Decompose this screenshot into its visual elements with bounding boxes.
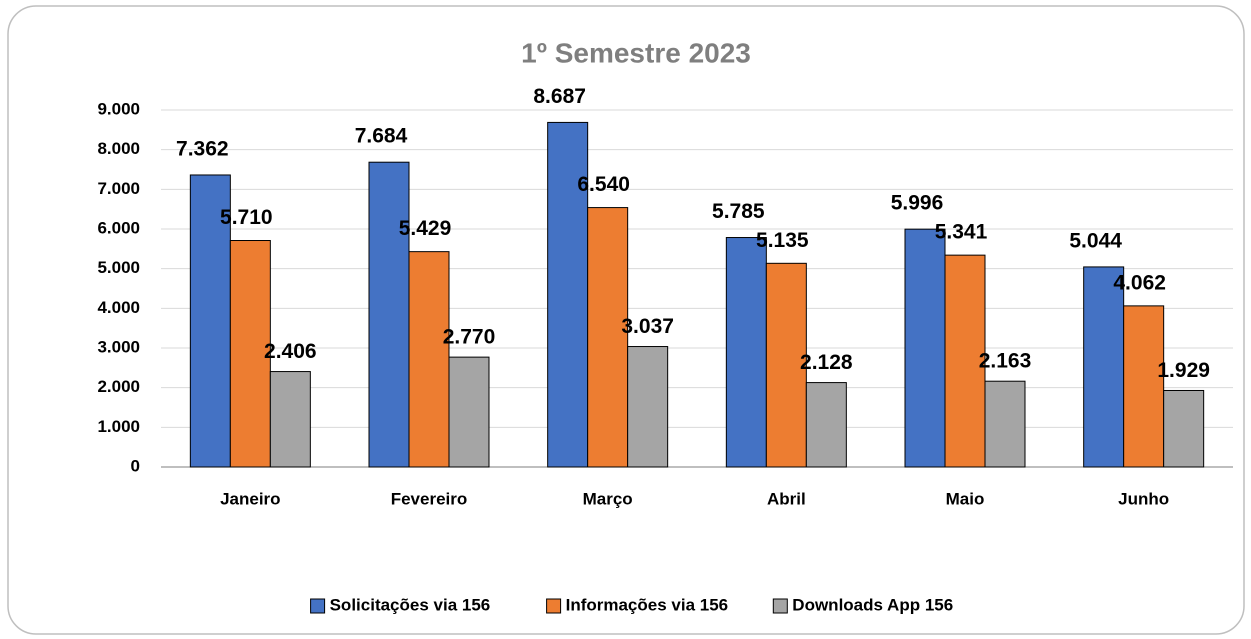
value-label: 4.062 <box>1113 271 1166 294</box>
legend-label: Downloads App 156 <box>792 595 953 614</box>
x-tick-label: Janeiro <box>220 489 280 508</box>
value-label: 1.929 <box>1157 359 1210 382</box>
y-tick-label: 6.000 <box>97 218 140 237</box>
value-label: 2.770 <box>443 326 496 349</box>
value-label: 5.341 <box>935 221 988 244</box>
bar <box>368 161 410 468</box>
y-tick-label: 4.000 <box>97 298 140 317</box>
bar <box>1083 266 1125 468</box>
y-tick-label: 2.000 <box>97 377 140 396</box>
bar <box>448 356 490 468</box>
bar <box>229 240 271 468</box>
y-tick-label: 5.000 <box>97 258 140 277</box>
value-label: 8.687 <box>533 85 586 108</box>
bar <box>944 254 986 468</box>
x-tick-label: Junho <box>1118 489 1169 508</box>
legend-swatch <box>772 598 788 614</box>
value-label: 5.135 <box>756 229 809 252</box>
value-label: 5.429 <box>399 217 452 240</box>
bar <box>627 346 669 468</box>
y-tick-label: 8.000 <box>97 139 140 158</box>
y-tick-label: 7.000 <box>97 179 140 198</box>
value-label: 7.684 <box>355 125 408 148</box>
bar <box>587 207 629 468</box>
value-label: 2.163 <box>979 350 1032 373</box>
legend-label: Solicitações via 156 <box>330 595 491 614</box>
x-tick-label: Abril <box>767 489 806 508</box>
x-tick-label: Maio <box>946 489 985 508</box>
chart-title: 1º Semestre 2023 <box>521 37 751 68</box>
value-label: 3.037 <box>621 315 674 338</box>
value-label: 5.996 <box>891 192 944 215</box>
y-tick-label: 3.000 <box>97 337 140 356</box>
bar <box>189 174 231 468</box>
bar <box>805 382 847 468</box>
value-label: 6.540 <box>577 173 630 196</box>
bar <box>725 237 767 468</box>
bar <box>269 371 311 468</box>
y-tick-label: 0 <box>131 456 140 475</box>
value-label: 5.044 <box>1069 229 1122 252</box>
value-label: 2.128 <box>800 351 853 374</box>
bar <box>1163 389 1205 468</box>
bar <box>408 251 450 468</box>
value-label: 7.362 <box>176 138 229 161</box>
x-tick-label: Março <box>583 489 633 508</box>
legend-label: Informações via 156 <box>566 595 729 614</box>
bar <box>904 228 946 468</box>
value-label: 5.710 <box>220 206 273 229</box>
bar <box>765 262 807 468</box>
legend-swatch <box>546 598 562 614</box>
legend-swatch <box>310 598 326 614</box>
y-tick-label: 9.000 <box>97 99 140 118</box>
bar <box>1123 305 1165 468</box>
bar <box>547 121 589 468</box>
value-label: 2.406 <box>264 340 317 363</box>
value-label: 5.785 <box>712 200 765 223</box>
y-tick-label: 1.000 <box>97 417 140 436</box>
bar <box>984 380 1026 468</box>
x-tick-label: Fevereiro <box>391 489 468 508</box>
